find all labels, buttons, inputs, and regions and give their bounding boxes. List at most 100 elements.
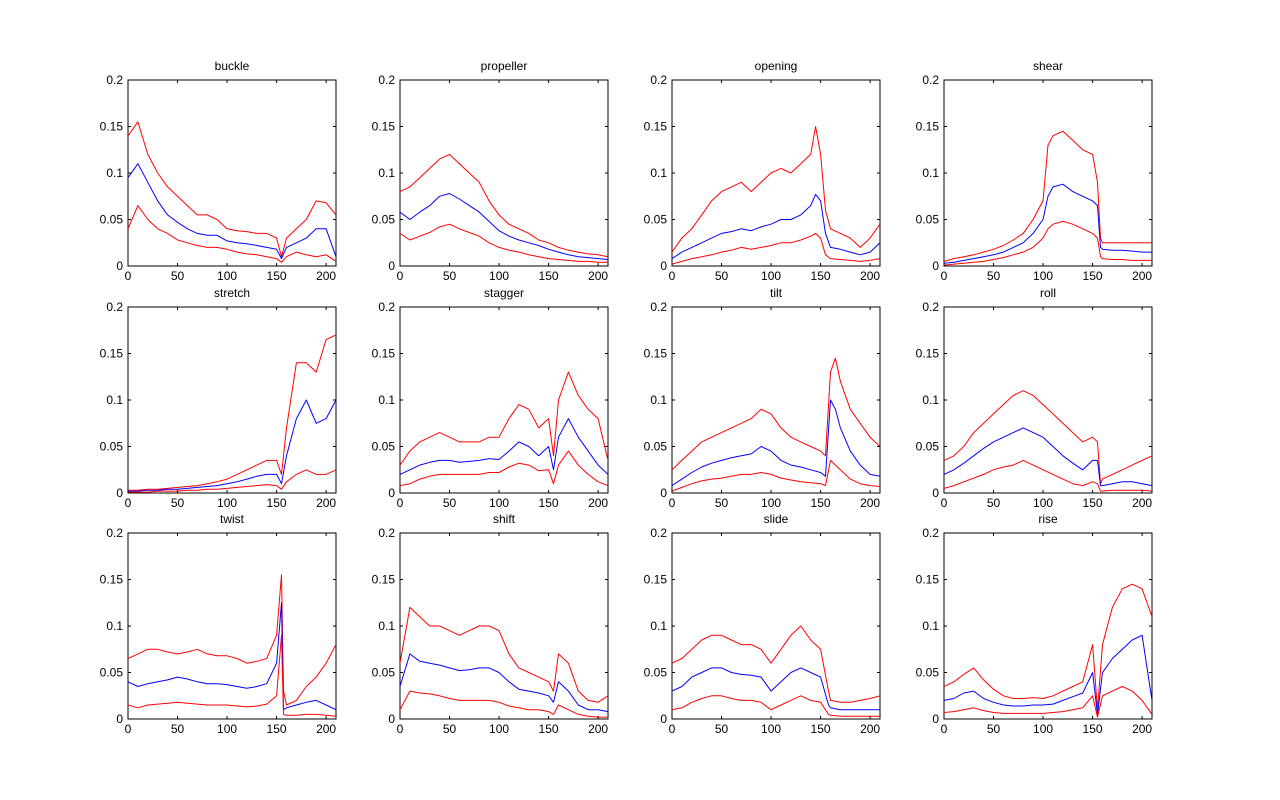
x-tick-label: 0 [397,496,404,510]
x-tick-label: 200 [316,496,336,510]
subplot-title: twist [220,512,245,526]
axes-box [671,532,881,720]
x-tick-label: 50 [171,269,185,283]
axes-box [399,79,609,267]
y-tick-label: 0 [660,712,667,726]
subplot-twist: twist 0 50 100 150 200 0 0.05 0.1 0.15 0.2 [100,512,337,736]
series-line-2 [672,695,880,717]
subplot-stretch: stretch 0 50 100 150 200 0 0.05 0.1 0.15 0.2 [100,286,337,510]
x-tick-label: 0 [125,269,132,283]
x-tick-label: 50 [715,722,729,736]
y-tick-label: 0.1 [378,393,395,407]
series-line-1 [400,653,608,713]
y-tick-label: 0.1 [106,393,123,407]
subplot-buckle: buckle 0 50 100 150 200 0 0.05 0.1 0.15 0.2 [100,59,337,283]
subplot-stagger: stagger 0 50 100 150 200 0 0.05 0.1 0.15 0.2 [372,286,609,510]
x-tick-label: 150 [1083,496,1103,510]
y-tick-label: 0.1 [378,166,395,180]
x-tick-label: 50 [715,496,729,510]
x-tick-label: 100 [489,722,509,736]
y-tick-label: 0.2 [650,300,667,314]
x-tick-label: 50 [443,269,457,283]
x-tick-label: 150 [811,496,831,510]
series-line-0 [400,371,608,466]
y-tick-label: 0.15 [916,120,940,134]
axes-box [671,306,881,494]
subplot-title: buckle [215,59,250,73]
y-tick-label: 0.15 [644,120,668,134]
subplot-title: rise [1038,512,1058,526]
subplot-title: stagger [484,286,524,300]
y-tick-label: 0 [932,486,939,500]
y-tick-label: 0 [116,486,123,500]
x-tick-label: 50 [171,722,185,736]
y-tick-label: 0.1 [922,619,939,633]
x-tick-label: 200 [860,722,880,736]
y-tick-label: 0.05 [916,666,940,680]
x-tick-label: 100 [1033,722,1053,736]
x-tick-label: 0 [669,496,676,510]
y-tick-label: 0.05 [916,213,940,227]
series-line-0 [400,153,608,258]
series-line-1 [672,667,880,711]
x-tick-label: 50 [987,722,1001,736]
y-tick-label: 0.2 [650,526,667,540]
series-line-2 [672,459,880,492]
series-line-1 [672,193,880,260]
x-tick-label: 150 [811,722,831,736]
x-tick-label: 50 [443,722,457,736]
y-tick-label: 0.1 [922,393,939,407]
series-line-2 [400,690,608,718]
subplot-shear: shear 0 50 100 150 200 0 0.05 0.1 0.15 0.2 [916,59,1153,283]
y-tick-label: 0.15 [372,573,396,587]
series-line-2 [128,205,336,263]
subplot-title: shear [1033,59,1063,73]
series-line-1 [944,427,1152,487]
x-tick-label: 50 [443,496,457,510]
y-tick-label: 0.15 [100,347,124,361]
y-tick-label: 0.1 [106,166,123,180]
series-line-0 [128,334,336,491]
y-tick-label: 0.15 [100,573,124,587]
series-line-1 [672,399,880,487]
subplot-title: opening [755,59,798,73]
x-tick-label: 100 [217,496,237,510]
axes-box [127,532,337,720]
subplot-shift: shift 0 50 100 150 200 0 0.05 0.1 0.15 0.2 [372,512,609,736]
subplot-propeller: propeller 0 50 100 150 200 0 0.05 0.1 0.15 0.2 [372,59,609,283]
subplot-title: tilt [770,286,783,300]
y-tick-label: 0.2 [650,73,667,87]
series-line-1 [944,183,1152,264]
y-tick-label: 0.2 [106,526,123,540]
series-line-0 [128,574,336,706]
x-tick-label: 150 [1083,722,1103,736]
x-tick-label: 0 [941,269,948,283]
y-tick-label: 0.15 [916,347,940,361]
subplot-title: stretch [214,286,250,300]
x-tick-label: 200 [588,269,608,283]
x-tick-label: 150 [539,269,559,283]
x-tick-label: 200 [588,496,608,510]
x-tick-label: 0 [397,722,404,736]
x-tick-label: 150 [811,269,831,283]
y-tick-label: 0.2 [378,526,395,540]
y-tick-label: 0.2 [378,300,395,314]
x-tick-label: 100 [761,722,781,736]
y-tick-label: 0 [388,486,395,500]
series-line-0 [944,390,1152,485]
y-tick-label: 0 [116,259,123,273]
subplot-rise: rise 0 50 100 150 200 0 0.05 0.1 0.15 0.2 [916,512,1153,736]
x-tick-label: 200 [316,722,336,736]
y-tick-label: 0.2 [106,73,123,87]
x-tick-label: 0 [397,269,404,283]
y-tick-label: 0.1 [922,166,939,180]
series-line-2 [400,223,608,263]
y-tick-label: 0.2 [106,300,123,314]
y-tick-label: 0.05 [100,440,124,454]
y-tick-label: 0.05 [644,666,668,680]
y-tick-label: 0.05 [916,440,940,454]
x-tick-label: 100 [1033,496,1053,510]
y-tick-label: 0.1 [650,166,667,180]
y-tick-label: 0 [388,259,395,273]
series-line-1 [128,163,336,260]
